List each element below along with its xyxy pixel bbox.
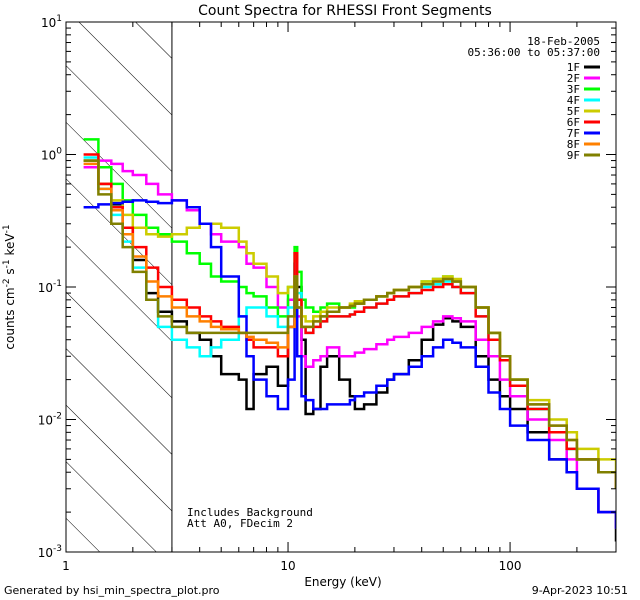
legend-label-3F: 3F (567, 83, 580, 96)
legend-label-5F: 5F (567, 105, 580, 118)
legend-label-7F: 7F (567, 127, 580, 140)
time-range-label: 05:36:00 to 05:37:00 (468, 46, 600, 59)
y-tick-label: 10-3 (38, 544, 62, 560)
x-tick-label: 100 (499, 559, 522, 573)
series-line-9F (83, 159, 616, 489)
legend-label-9F: 9F (567, 149, 580, 162)
legend-label-8F: 8F (567, 138, 580, 151)
x-tick-label: 1 (62, 559, 70, 573)
annotation-background: Includes Background (187, 506, 313, 519)
generated-by-footer: Generated by hsi_min_spectra_plot.pro (4, 584, 220, 597)
annotation-attenuator: Att A0, FDecim 2 (187, 517, 293, 530)
legend-label-1F: 1F (567, 61, 580, 74)
chart-title: Count Spectra for RHESSI Front Segments (198, 3, 492, 19)
series-line-6F (83, 153, 616, 489)
x-tick-label: 10 (280, 559, 295, 573)
y-tick-label: 100 (41, 147, 62, 163)
x-axis-label: Energy (keV) (304, 575, 381, 589)
series-line-7F (83, 199, 616, 529)
legend-label-4F: 4F (567, 94, 580, 107)
y-tick-label: 101 (41, 14, 62, 30)
hatched-region (66, 22, 172, 552)
legend-label-2F: 2F (567, 72, 580, 85)
timestamp-footer: 9-Apr-2023 10:51 (531, 584, 628, 597)
y-tick-label: 10-2 (38, 412, 62, 428)
legend-label-6F: 6F (567, 116, 580, 129)
date-label: 18-Feb-2005 (527, 35, 600, 48)
y-tick-label: 10-1 (38, 279, 62, 295)
y-axis-label: counts cm-2 s-1 keV-1 (2, 224, 17, 349)
